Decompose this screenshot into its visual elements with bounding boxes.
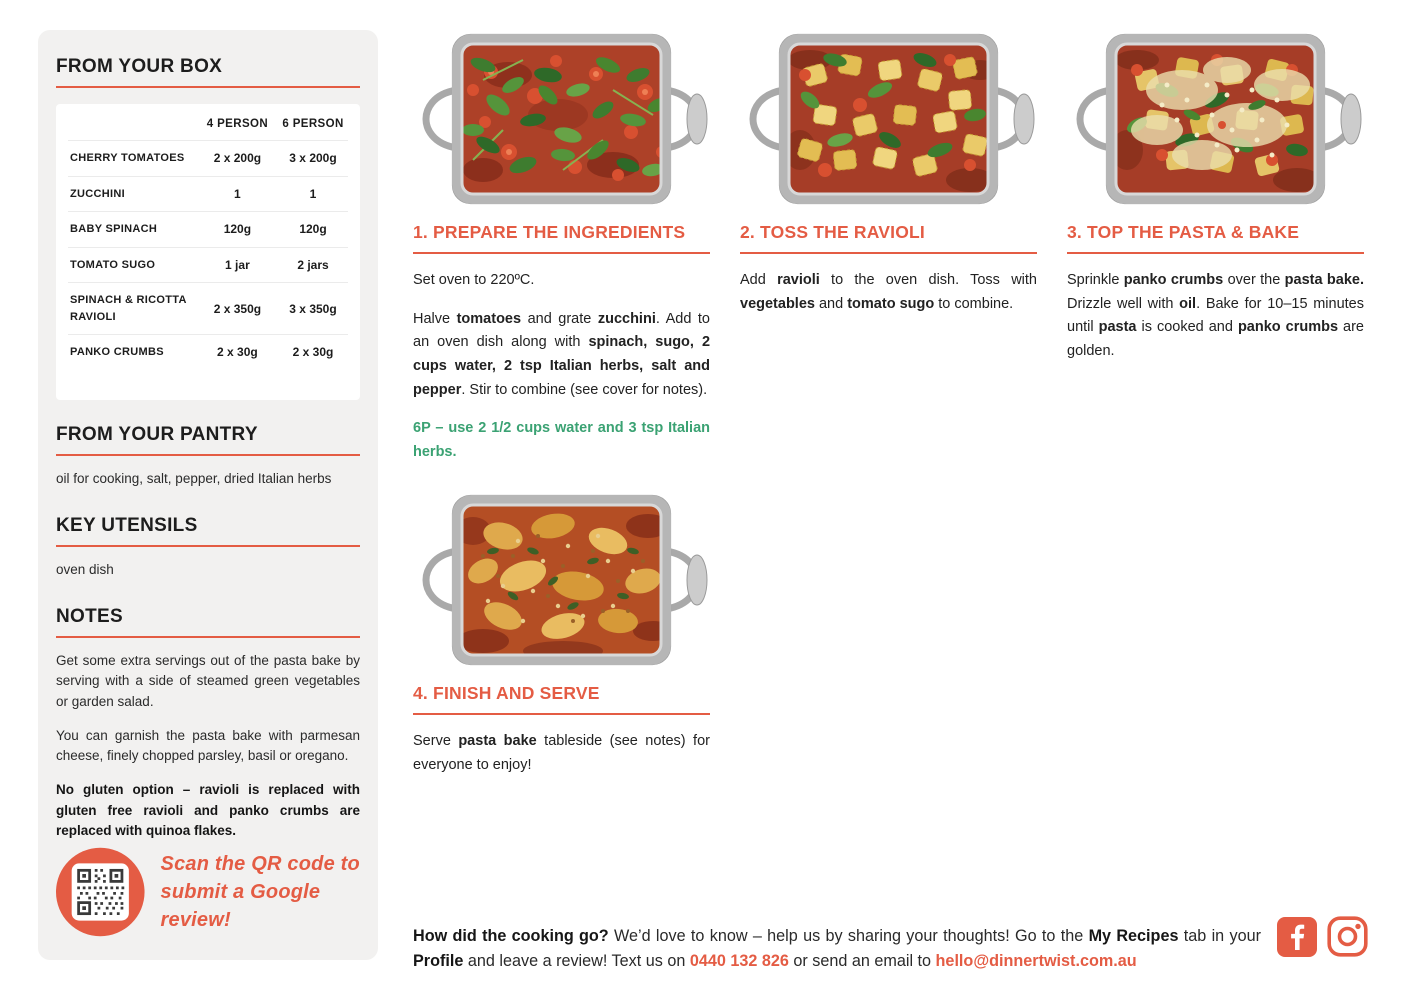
step-1-paragraph: Set oven to 220ºC.: [413, 272, 535, 288]
sidebar-panel: FROM YOUR BOX 4 PERSON 6 PERSON CHERRY T…: [38, 30, 378, 960]
table-header-row: 4 PERSON 6 PERSON: [68, 108, 348, 141]
footer-feedback-text: How did the cooking go? We’d love to kno…: [413, 927, 1261, 971]
step-3-paragraph: Sprinkle panko crumbs over the pasta bak…: [1067, 272, 1364, 359]
step-2-paragraph: Add ravioli to the oven dish. Toss with …: [740, 272, 1037, 312]
step-3: 3. TOP THE PASTA & BAKE Sprinkle panko c…: [1067, 30, 1364, 778]
note-paragraph-gluten: No gluten option – ravioli is replaced w…: [56, 782, 360, 838]
from-your-pantry-title: FROM YOUR PANTRY: [56, 424, 360, 456]
notes-section: Get some extra servings out of the pasta…: [56, 651, 360, 841]
table-row: ZUCCHINI 1 1: [68, 176, 348, 212]
header-blank: [68, 108, 197, 141]
table-row: BABY SPINACH 120g 120g: [68, 211, 348, 248]
box-contents-table: 4 PERSON 6 PERSON CHERRY TOMATOES 2 x 20…: [68, 108, 348, 370]
note-paragraph: You can garnish the pasta bake with parm…: [56, 727, 360, 763]
step-1-photo: [413, 30, 710, 208]
utensils-text: oven dish: [56, 561, 114, 577]
qr-code: [56, 847, 145, 937]
notes-title: NOTES: [56, 606, 360, 638]
pantry-items-text: oil for cooking, salt, pepper, dried Ita…: [56, 470, 332, 486]
step-4-paragraph: Serve pasta bake tableside (see notes) f…: [413, 733, 710, 773]
step-2-title: 2. TOSS THE RAVIOLI: [740, 222, 1037, 254]
step-4-photo: [413, 491, 710, 669]
step-2: 2. TOSS THE RAVIOLI Add ravioli to the o…: [740, 30, 1037, 778]
table-row: CHERRY TOMATOES 2 x 200g 3 x 200g: [68, 140, 348, 177]
table-row: PANKO CRUMBS 2 x 30g 2 x 30g: [68, 334, 348, 370]
step-1-title: 1. PREPARE THE INGREDIENTS: [413, 222, 710, 254]
step-3-title: 3. TOP THE PASTA & BAKE: [1067, 222, 1364, 254]
step-2-photo: [740, 30, 1037, 208]
step-1: 1. PREPARE THE INGREDIENTS Set oven to 2…: [413, 30, 710, 778]
header-4-person: 4 PERSON: [206, 118, 269, 130]
recipe-steps: 1. PREPARE THE INGREDIENTS Set oven to 2…: [413, 30, 1365, 778]
note-paragraph: Get some extra servings out of the pasta…: [56, 653, 360, 709]
social-icons: [1277, 916, 1368, 957]
table-row: TOMATO SUGO 1 jar 2 jars: [68, 247, 348, 283]
box-contents-card: 4 PERSON 6 PERSON CHERRY TOMATOES 2 x 20…: [56, 104, 360, 400]
from-your-box-title: FROM YOUR BOX: [56, 56, 360, 88]
qr-caption-text: Scan the QR code to submit a Google revi…: [160, 853, 360, 931]
instagram-icon[interactable]: [1327, 916, 1368, 957]
step-4-title: 4. FINISH AND SERVE: [413, 683, 710, 716]
step-1-paragraph: Halve tomatoes and grate zucchini. Add t…: [413, 310, 711, 398]
facebook-icon[interactable]: [1277, 916, 1317, 957]
table-row: SPINACH & RICOTTA RAVIOLI 2 x 350g 3 x 3…: [68, 282, 348, 335]
qr-review-block: Scan the QR code to submit a Google revi…: [56, 844, 378, 940]
step-1-6p-note: 6P – use 2 1/2 cups water and 3 tsp Ital…: [413, 420, 710, 460]
key-utensils-title: KEY UTENSILS: [56, 515, 360, 547]
header-6-person: 6 PERSON: [282, 118, 344, 130]
step-3-photo: [1067, 30, 1364, 208]
